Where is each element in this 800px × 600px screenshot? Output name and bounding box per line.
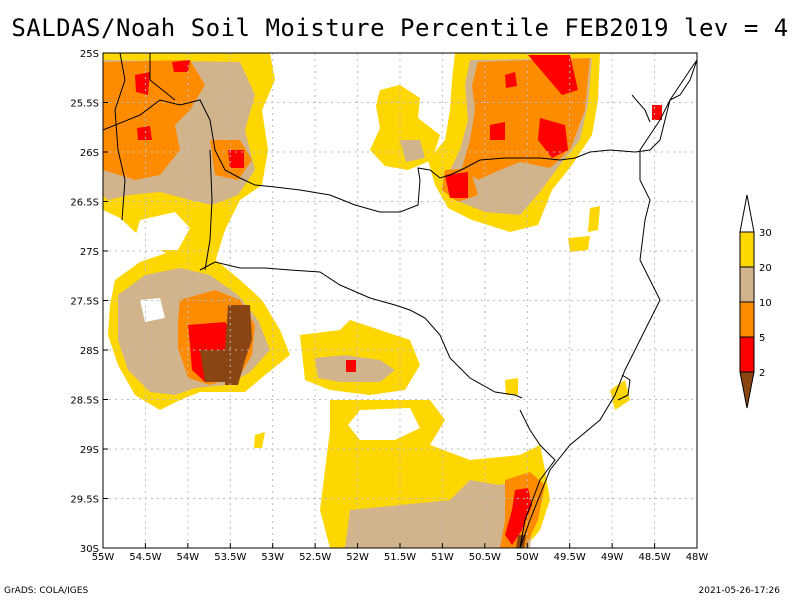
legend-5-10 (739, 301, 755, 338)
region-w-brown2 (200, 350, 225, 382)
y-tick-label: 26S (80, 148, 99, 159)
river-border (204, 149, 213, 271)
y-tick-label: 29.5S (70, 495, 99, 506)
y-tick-label: 30S (80, 544, 99, 555)
region-nw-white (135, 212, 190, 250)
y-tick-label: 25.5S (70, 99, 99, 110)
x-tick-label: 49W (601, 552, 624, 563)
region-top-gold (370, 85, 440, 170)
region-w-white (140, 298, 165, 322)
region-nw-orange (103, 60, 205, 180)
x-tick-label: 54W (177, 552, 200, 563)
region-c-red (346, 360, 356, 372)
region-nw-red4 (172, 60, 190, 72)
y-tick-label: 29S (80, 445, 99, 456)
x-tick-label: 53W (261, 552, 284, 563)
coastline (519, 59, 697, 548)
lagoon-shore (519, 409, 556, 548)
region-e-gold2 (568, 236, 590, 252)
legend-above-30 (739, 194, 755, 233)
y-tick-label: 28.5S (70, 396, 99, 407)
legend-label-10: 10 (759, 298, 772, 309)
region-ne-red1 (528, 55, 578, 95)
region-ne-red5 (505, 72, 517, 88)
border-segment (149, 53, 176, 101)
x-tick-label: 51W (431, 552, 454, 563)
legend-20-30 (739, 231, 755, 268)
region-w-brown (225, 305, 252, 385)
coast-island (631, 94, 651, 123)
legend-label-30: 30 (759, 228, 772, 239)
region-top-tan (400, 140, 425, 162)
y-tick-label: 27.5S (70, 297, 99, 308)
legend-label-5: 5 (759, 333, 765, 344)
y-axis: 25S 25.5S 26S 26.5S 27S 27.5S 28S 28.5S 29S 29.5S… (70, 49, 108, 555)
x-tick-label: 55W (92, 552, 115, 563)
legend-below-2 (739, 371, 755, 409)
state-border-central (199, 261, 523, 399)
region-s-gold2 (610, 380, 630, 410)
region-s-gold4 (505, 378, 518, 395)
x-tick-label: 49.5W (554, 552, 586, 563)
region-nw-red1 (135, 72, 150, 95)
region-nw-red2 (137, 126, 152, 140)
x-tick-label: 53.5W (214, 552, 246, 563)
y-tick-label: 27S (80, 247, 99, 258)
map-title: SALDAS/Noah Soil Moisture Percentile FEB… (11, 14, 789, 42)
x-tick-label: 48.5W (638, 552, 670, 563)
x-tick-label: 52W (346, 552, 369, 563)
y-tick-label: 25S (80, 49, 99, 60)
x-tick-label: 50W (516, 552, 539, 563)
international-border-west (114, 53, 126, 221)
footer-credit: GrADS: COLA/IGES (4, 586, 89, 596)
legend-label-2: 2 (759, 368, 765, 379)
grid-lines (103, 53, 697, 548)
state-border-north (103, 59, 697, 213)
region-e-gold1 (588, 206, 600, 232)
region-ne-red4 (445, 172, 468, 198)
region-ne-red3 (490, 122, 505, 140)
region-nw-red3 (228, 150, 244, 168)
x-tick-label: 54.5W (129, 552, 161, 563)
legend-10-20 (739, 266, 755, 303)
x-tick-label: 52.5W (299, 552, 331, 563)
y-tick-label: 26.5S (70, 198, 99, 209)
x-tick-label: 48W (686, 552, 709, 563)
region-s-gold3 (254, 432, 265, 448)
x-tick-label: 50.5W (469, 552, 501, 563)
legend-label-20: 20 (759, 263, 772, 274)
borders (103, 53, 697, 548)
x-axis: 55W 54.5W 54W 53.5W 53W 52.5W 52W 51.5W 51W 50.5W… (92, 543, 709, 563)
legend-2-5 (739, 336, 755, 373)
footer-timestamp: 2021-05-26-17:26 (698, 586, 781, 596)
region-s-red (505, 488, 532, 545)
region-ne-red2 (538, 118, 568, 158)
region-s-tan (345, 478, 535, 548)
coast-inlet (617, 374, 631, 401)
x-tick-label: 51.5W (384, 552, 416, 563)
color-legend: 30 20 10 5 2 (739, 194, 772, 409)
region-e-red (652, 105, 662, 120)
percentile-shading (103, 53, 662, 548)
region-s-white (348, 408, 420, 440)
y-tick-label: 28S (80, 346, 99, 357)
